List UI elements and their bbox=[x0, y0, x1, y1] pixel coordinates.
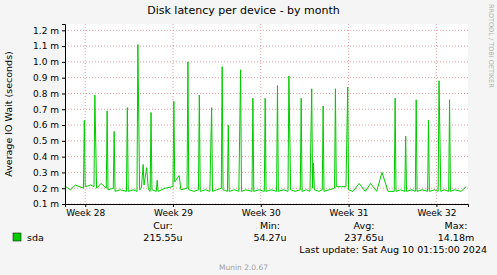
x-tick-label: Week 29 bbox=[154, 208, 193, 218]
y-tick: 1.0 m bbox=[33, 57, 65, 67]
watermark: RRDTOOL / TOBI OETIKER bbox=[487, 4, 495, 88]
y-tick: 0.6 m bbox=[33, 120, 65, 130]
stat-header: Max: bbox=[445, 220, 468, 231]
x-tick-mark bbox=[173, 204, 174, 207]
y-tick-mark bbox=[62, 78, 65, 79]
y-tick-mark bbox=[62, 93, 65, 94]
y-tick-label: 0.2 m bbox=[33, 184, 59, 194]
x-tick-label: Week 32 bbox=[417, 208, 456, 218]
y-grid-line bbox=[65, 77, 468, 78]
x-tick-mark bbox=[261, 204, 262, 207]
x-tick: Week 28 bbox=[66, 204, 105, 218]
x-grid-line bbox=[260, 24, 261, 204]
y-grid-line bbox=[65, 109, 468, 110]
x-tick-mark bbox=[436, 204, 437, 207]
y-tick-label: 1.2 m bbox=[33, 26, 59, 36]
y-grid-line bbox=[65, 30, 468, 31]
plot-area bbox=[65, 24, 468, 204]
y-tick: 0.7 m bbox=[33, 105, 65, 115]
series-line bbox=[66, 45, 466, 192]
x-tick-label: Week 31 bbox=[330, 208, 369, 218]
x-tick: Week 31 bbox=[330, 204, 369, 218]
y-tick-mark bbox=[62, 30, 65, 31]
x-tick: Week 32 bbox=[417, 204, 456, 218]
x-tick-label: Week 28 bbox=[66, 208, 105, 218]
data-layer bbox=[66, 45, 466, 192]
y-tick-label: 0.4 m bbox=[33, 152, 59, 162]
x-grid-line bbox=[436, 24, 437, 204]
x-tick: Week 29 bbox=[154, 204, 193, 218]
y-tick-mark bbox=[62, 141, 65, 142]
grid bbox=[65, 24, 468, 204]
background bbox=[0, 0, 497, 275]
stat-value: 14.18m bbox=[438, 232, 474, 243]
y-grid-line bbox=[65, 61, 468, 62]
legend: sda Cur:215.55u Min:54.27u Avg:237.65u Max:1… bbox=[13, 220, 474, 243]
y-tick-mark bbox=[62, 46, 65, 47]
footer: Munin 2.0.67 bbox=[219, 263, 268, 272]
y-grid-line bbox=[65, 93, 468, 94]
y-axis-title: Average IO Wait (seconds) bbox=[3, 51, 14, 177]
y-tick: 1.1 m bbox=[33, 41, 65, 51]
last-update: Last update: Sat Aug 10 01:15:00 2024 bbox=[299, 244, 487, 255]
legend-label: sda bbox=[27, 232, 44, 243]
y-grid-line bbox=[65, 125, 468, 126]
y-tick: 0.9 m bbox=[33, 73, 65, 83]
y-tick-label: 1.1 m bbox=[33, 41, 59, 51]
title: Disk latency per device - by month bbox=[147, 4, 340, 17]
y-tick: 0.8 m bbox=[33, 89, 65, 99]
y-tick-label: 0.9 m bbox=[33, 73, 59, 83]
y-grid-line bbox=[65, 140, 468, 141]
x-tick-mark bbox=[349, 204, 350, 207]
y-tick-label: 0.3 m bbox=[33, 168, 59, 178]
y-axis-line bbox=[62, 25, 66, 205]
y-tick-mark bbox=[62, 125, 65, 126]
y-tick-mark bbox=[62, 204, 65, 205]
y-tick: 0.4 m bbox=[33, 152, 65, 162]
x-axis-line bbox=[66, 205, 469, 208]
y-tick-label: 0.6 m bbox=[33, 120, 59, 130]
y-tick-label: 0.5 m bbox=[33, 136, 59, 146]
y-tick-mark bbox=[62, 172, 65, 173]
y-tick: 0.5 m bbox=[33, 136, 65, 146]
y-tick: 0.2 m bbox=[33, 184, 65, 194]
y-tick-mark bbox=[62, 157, 65, 158]
stat-value: 54.27u bbox=[253, 232, 286, 243]
stat-value: 237.65u bbox=[344, 232, 383, 243]
stat-value: 215.55u bbox=[143, 232, 182, 243]
stat-header: Cur: bbox=[153, 220, 173, 231]
y-tick: 0.3 m bbox=[33, 168, 65, 178]
y-tick-label: 0.8 m bbox=[33, 89, 59, 99]
stat-header: Min: bbox=[260, 220, 280, 231]
y-grid-line bbox=[65, 156, 468, 157]
x-axis: Week 28 Week 29 Week 30 Week 31 Week 32 bbox=[66, 204, 469, 218]
y-tick-label: 0.1 m bbox=[33, 199, 59, 209]
y-tick-mark bbox=[62, 62, 65, 63]
y-tick-label: 0.7 m bbox=[33, 105, 59, 115]
y-tick: 1.2 m bbox=[33, 26, 65, 36]
y-axis: 0.1 m 0.2 m 0.3 m 0.4 m 0.5 m 0.6 m 0.7 m 0.8 m… bbox=[33, 25, 65, 210]
legend-swatch bbox=[13, 233, 21, 241]
y-tick-mark bbox=[62, 188, 65, 189]
x-tick: Week 30 bbox=[242, 204, 281, 218]
y-grid-line bbox=[65, 46, 468, 47]
y-tick-mark bbox=[62, 109, 65, 110]
stat-header: Avg: bbox=[354, 220, 375, 231]
y-grid-line bbox=[65, 172, 468, 173]
x-tick-label: Week 30 bbox=[242, 208, 281, 218]
y-tick-label: 1.0 m bbox=[33, 57, 59, 67]
chart: 0.1 m 0.2 m 0.3 m 0.4 m 0.5 m 0.6 m 0.7 m 0.8 m… bbox=[0, 0, 497, 275]
x-tick-mark bbox=[85, 204, 86, 207]
y-tick: 0.1 m bbox=[33, 199, 65, 209]
